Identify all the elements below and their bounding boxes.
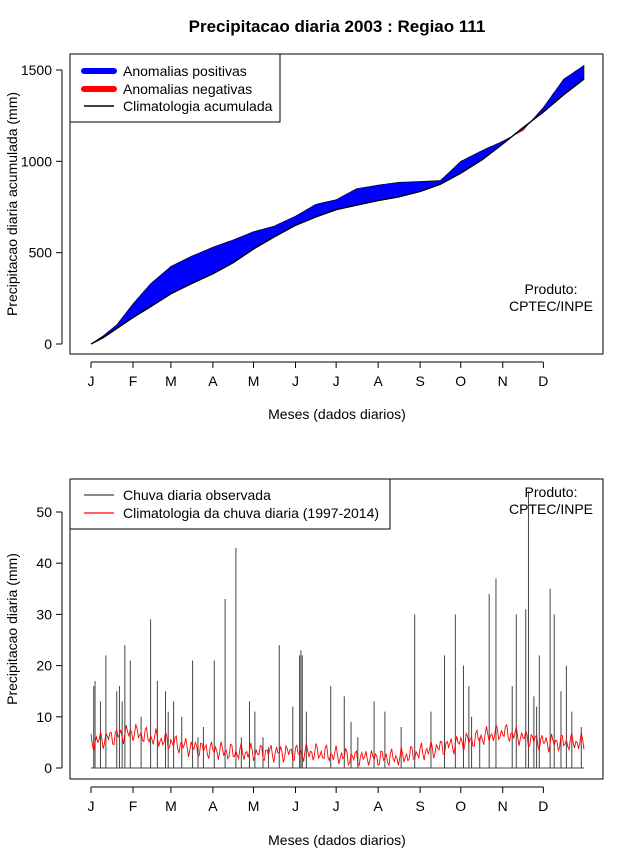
top-annotation-line-1: Produto: xyxy=(525,281,578,297)
y-tick-label: 20 xyxy=(36,658,52,674)
top-x-axis-label: Meses (dados diarios) xyxy=(268,406,406,422)
bottom-x-axis-label: Meses (dados diarios) xyxy=(268,832,406,848)
y-tick-label: 10 xyxy=(36,709,52,725)
top-y-axis-label: Precipitacao diaria acumulada (mm) xyxy=(4,92,20,316)
top-panel: 0 500 1000 1500 J F M A M J J A S O N D Precipitacao d… xyxy=(4,53,604,422)
y-tick-label: 40 xyxy=(36,555,52,571)
x-tick-label: A xyxy=(373,373,383,389)
bottom-plot-marks xyxy=(90,491,585,769)
top-legend-label-climatology: Climatologia acumulada xyxy=(123,98,273,114)
x-tick-label: A xyxy=(208,798,218,814)
x-tick-label: J xyxy=(88,798,95,814)
climatology-accumulated-line xyxy=(90,78,585,345)
bottom-y-axis-label: Precipitacao diaria (mm) xyxy=(4,553,20,705)
x-tick-label: J xyxy=(333,373,340,389)
x-tick-label: N xyxy=(498,373,508,389)
x-tick-label: J xyxy=(292,373,299,389)
x-tick-label: M xyxy=(165,373,177,389)
y-tick-label: 50 xyxy=(36,504,52,520)
y-tick-label: 500 xyxy=(29,245,53,261)
top-legend: Anomalias positivas Anomalias negativas … xyxy=(69,53,281,123)
top-legend-label-negative: Anomalias negativas xyxy=(123,81,252,97)
x-tick-label: M xyxy=(248,798,260,814)
chart-title: Precipitacao diaria 2003 : Regiao 111 xyxy=(189,17,486,36)
top-legend-label-positive: Anomalias positivas xyxy=(123,63,247,79)
x-tick-label: O xyxy=(455,798,466,814)
y-tick-label: 0 xyxy=(44,760,52,776)
x-tick-label: J xyxy=(88,373,95,389)
positive-anomaly-area xyxy=(529,64,585,124)
bottom-annotation-line-1: Produto: xyxy=(525,484,578,500)
x-tick-label: S xyxy=(415,798,424,814)
bottom-annotation-line-2: CPTEC/INPE xyxy=(509,501,593,517)
x-tick-label: F xyxy=(129,373,138,389)
top-annotation-line-2: CPTEC/INPE xyxy=(509,298,593,314)
x-tick-label: O xyxy=(455,373,466,389)
bottom-legend-label-observed: Chuva diaria observada xyxy=(123,487,271,503)
top-plot-marks xyxy=(90,64,585,345)
top-plot-frame xyxy=(69,53,604,355)
x-tick-label: D xyxy=(538,373,548,389)
x-tick-label: J xyxy=(333,798,340,814)
bottom-legend-box xyxy=(69,478,391,530)
x-tick-label: D xyxy=(538,798,548,814)
x-tick-label: F xyxy=(129,798,138,814)
x-tick-label: A xyxy=(208,373,218,389)
y-tick-label: 1000 xyxy=(21,153,52,169)
bottom-legend-label-climatology: Climatologia da chuva diaria (1997-2014) xyxy=(123,505,379,521)
y-tick-label: 1500 xyxy=(21,62,52,78)
x-tick-label: M xyxy=(248,373,260,389)
x-tick-label: J xyxy=(292,798,299,814)
y-tick-label: 0 xyxy=(44,336,52,352)
bottom-panel: 0 10 20 30 40 50 J F M A M J J A S O N D Precipitacao di… xyxy=(4,478,604,848)
x-tick-label: A xyxy=(373,798,383,814)
y-tick-label: 30 xyxy=(36,606,52,622)
top-y-axis: 0 500 1000 1500 xyxy=(21,62,63,352)
bottom-legend: Chuva diaria observada Climatologia da c… xyxy=(69,478,391,530)
x-tick-label: N xyxy=(498,798,508,814)
x-tick-label: M xyxy=(165,798,177,814)
climatology-daily-line xyxy=(90,723,585,767)
x-tick-label: S xyxy=(415,373,424,389)
bottom-y-axis: 0 10 20 30 40 50 xyxy=(36,504,63,776)
positive-anomaly-area xyxy=(90,135,513,345)
